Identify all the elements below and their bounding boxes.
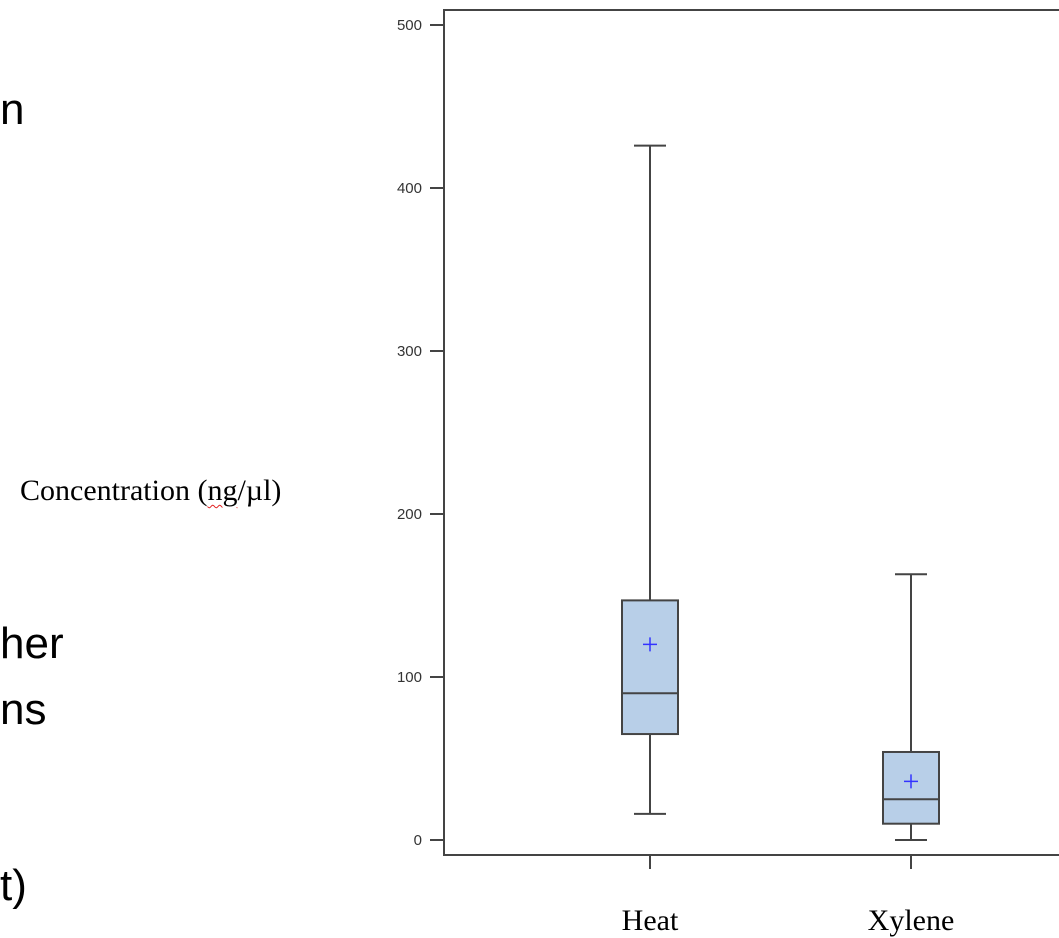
y-axis-label-part-1: Concentration ( [20,474,208,507]
slide-text-fragment-3: ns [0,685,47,734]
y-tick-label-200: 200 [397,506,422,523]
heat-box [621,599,679,736]
slide-text-fragment-2: her [0,619,64,668]
heat-mean-marker [643,637,657,652]
plot-frame [443,9,1059,856]
y-axis-label-part-3: /µl) [237,474,282,507]
x-category-label-xylene: Xylene [868,904,955,937]
y-tick-label-500: 500 [397,17,422,34]
y-tick-label-0: 0 [414,832,422,849]
y-tick-label-100: 100 [397,669,422,686]
x-category-label-heat: Heat [622,904,679,937]
slide-text-fragment-4: t) [0,861,27,910]
y-tick-label-400: 400 [397,180,422,197]
slide-text-fragment-1: n [0,85,25,134]
y-axis-label-part-2: ng [207,474,238,507]
xylene-mean-marker [904,774,918,789]
y-axis-label: Concentration (ng/µl) [20,474,281,508]
y-tick-label-300: 300 [397,343,422,360]
